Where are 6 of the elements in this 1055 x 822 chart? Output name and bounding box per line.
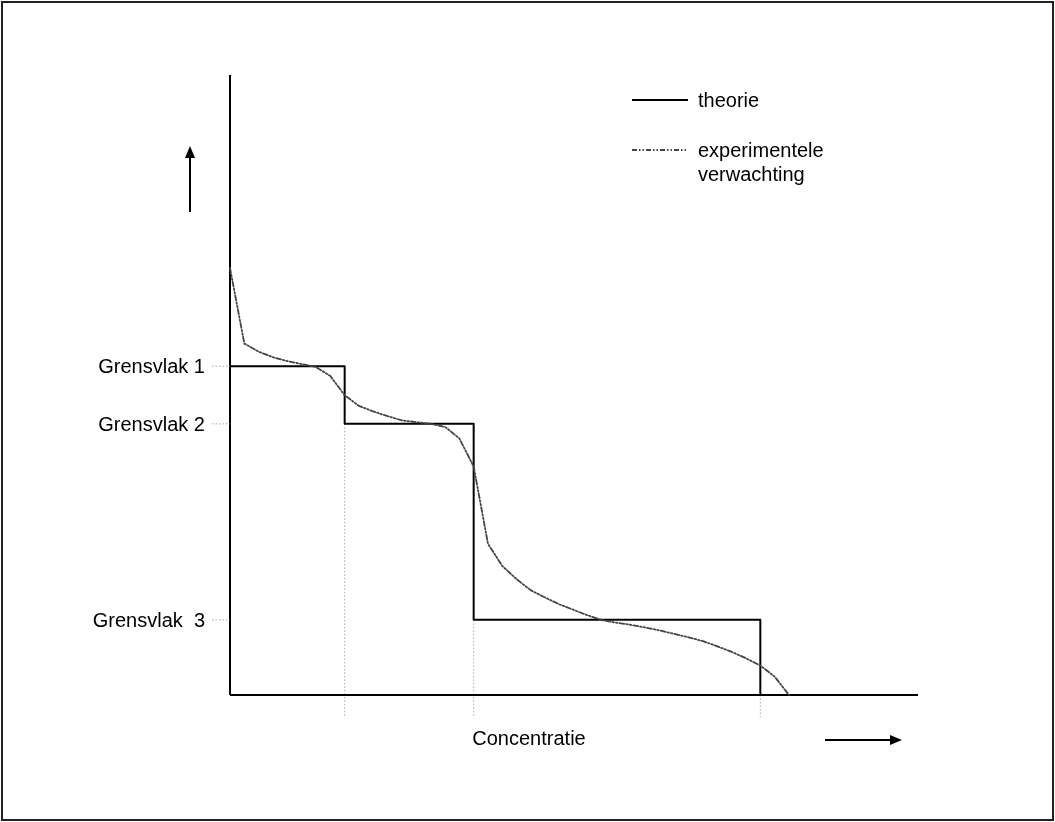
text: Grensvlak 1 [98,355,205,378]
text: Grensvlak 3 [92,608,205,631]
text: Grensvlak 2 [98,412,205,435]
legend-label: theorie [698,89,760,111]
x-axis-title: Concentratie [472,727,586,749]
legend-label: experimentele verwachting [698,139,824,185]
